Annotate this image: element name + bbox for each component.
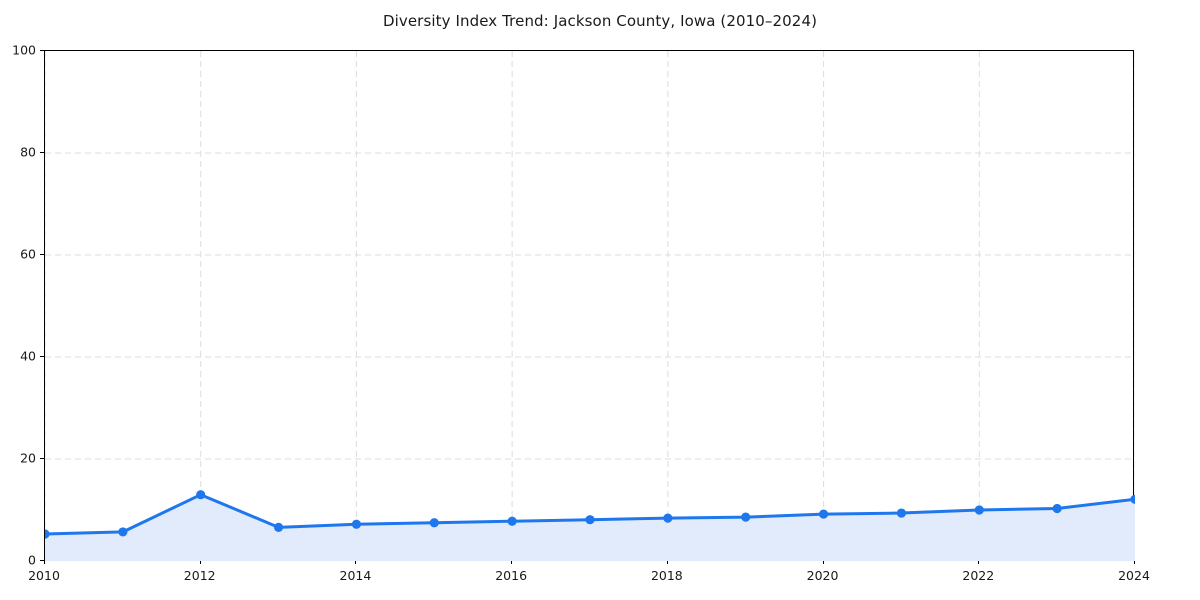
x-axis-tick-mark — [511, 560, 513, 564]
x-axis-tick-label: 2018 — [650, 568, 683, 583]
x-axis-tick-mark — [1134, 560, 1135, 564]
y-axis-tick-mark — [40, 152, 44, 153]
x-axis-tick-label: 2014 — [339, 568, 372, 583]
data-point-marker: 2019: 8.6 — [741, 512, 751, 522]
y-axis-tick-mark — [40, 254, 44, 255]
data-point-marker: 2013: 6.6 — [273, 522, 284, 532]
x-axis-tick-label: 2022 — [962, 568, 995, 583]
x-axis-tick-label: 2012 — [183, 568, 216, 583]
x-axis-tick-mark — [199, 560, 201, 564]
x-axis-tick-mark — [355, 560, 357, 564]
y-axis-tick-mark — [40, 458, 44, 459]
x-axis-tick-label: 2010 — [28, 568, 60, 583]
data-point-marker: 2015: 7.5 — [429, 518, 439, 528]
line-chart-svg: 2010: 5.3 2011: 5.7 2012: 13 2013: 6.6 2014:… — [45, 51, 1135, 561]
data-point-marker: 2017: 8.1 — [585, 515, 595, 525]
y-axis-tick-mark — [40, 50, 44, 51]
data-point-markers: 2010: 5.3 2011: 5.7 2012: 13 2013: 6.6 2014:… — [45, 490, 1135, 539]
data-point-marker: 2012: 13 — [196, 490, 206, 500]
x-axis-tick-mark — [666, 560, 668, 564]
data-point-marker: 2011: 5.7 — [118, 527, 128, 537]
y-axis-tick-label: 0 — [28, 552, 36, 568]
plot-area: 2010: 5.3 2011: 5.7 2012: 13 2013: 6.6 2014:… — [44, 50, 1135, 561]
y-axis-tick-label: 80 — [20, 144, 36, 160]
y-axis-tick-label: 40 — [20, 348, 36, 364]
data-point-marker: 2021: 9.4 — [896, 508, 907, 518]
horizontal-gridlines — [45, 152, 1135, 460]
vertical-gridlines — [45, 51, 1135, 561]
data-point-marker: 2016: 7.8 — [507, 516, 517, 526]
y-axis-tick-label: 100 — [12, 42, 36, 58]
x-axis-tick-mark — [822, 560, 824, 564]
area-fill — [45, 494, 1135, 561]
x-axis-tick-label: 2024 — [1118, 568, 1150, 583]
data-point-marker: 2018: 8.4 — [663, 513, 673, 523]
x-axis-tick-label: 2020 — [806, 568, 839, 583]
x-axis-tick-mark — [44, 560, 45, 564]
x-axis-tick-label: 2016 — [495, 568, 528, 583]
data-point-marker: 2014: 7.2 — [351, 519, 362, 529]
chart-title: Diversity Index Trend: Jackson County, I… — [382, 12, 818, 30]
y-axis-tick-label: 60 — [20, 246, 36, 262]
x-axis-tick-mark — [978, 560, 980, 564]
data-point-marker: 2024: 12.1 — [1130, 494, 1135, 504]
y-axis-tick-mark — [40, 356, 44, 357]
data-point-marker: 2020: 9.2 — [818, 509, 829, 519]
y-axis-tick-mark — [40, 560, 44, 561]
data-point-marker: 2010: 5.3 — [45, 529, 50, 539]
data-point-marker: 2023: 10.3 — [1052, 503, 1062, 514]
data-point-marker: 2022: 10 — [974, 505, 984, 515]
y-axis-tick-label: 20 — [20, 450, 36, 466]
